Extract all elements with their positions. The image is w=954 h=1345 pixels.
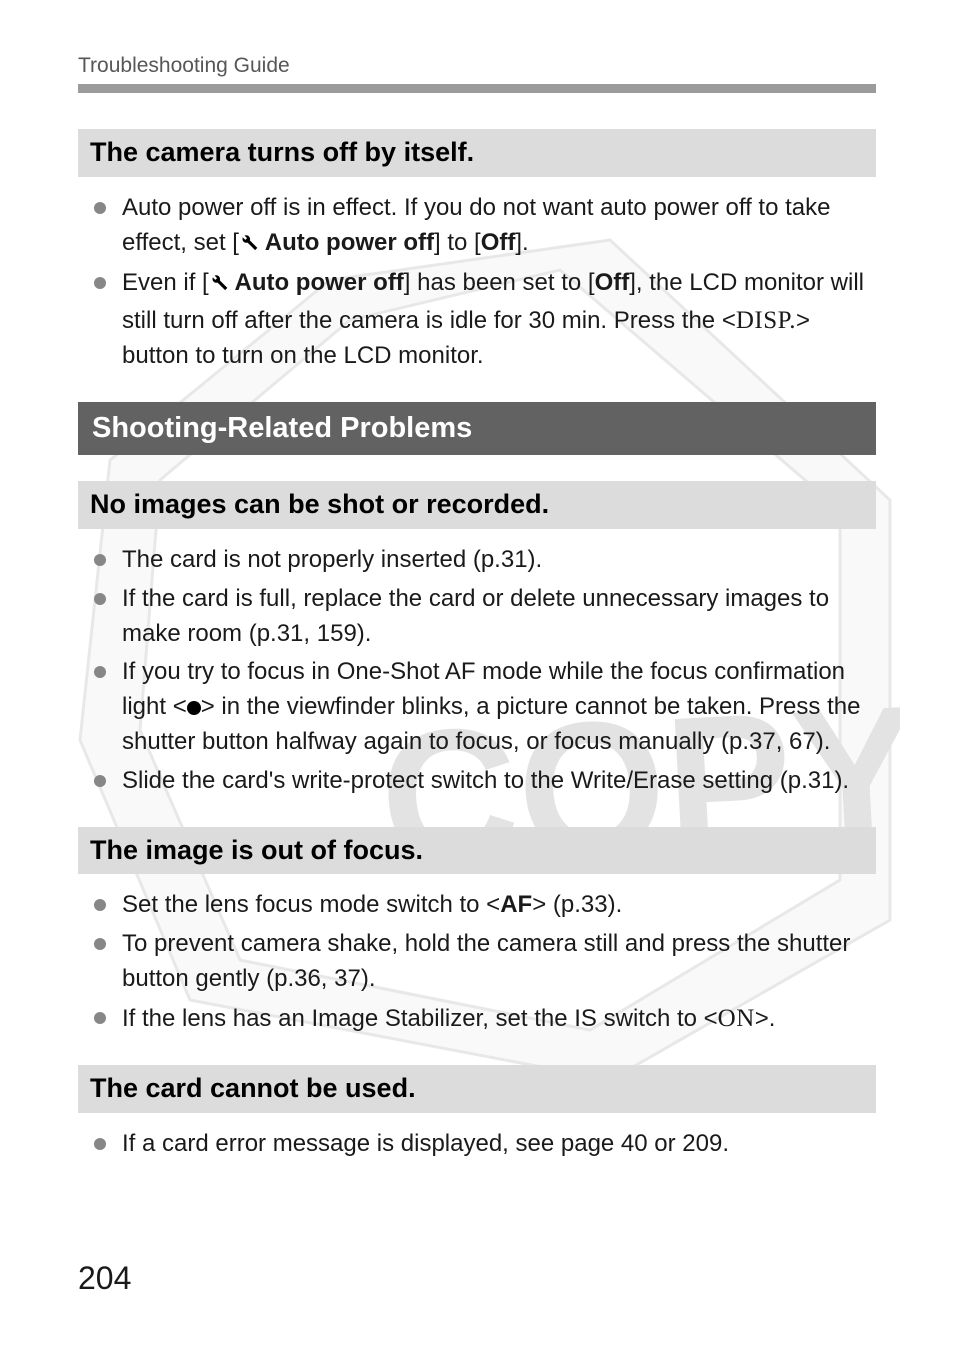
- header-divider: [78, 84, 876, 93]
- list-item: If the lens has an Image Stabilizer, set…: [122, 1001, 876, 1037]
- running-head: Troubleshooting Guide: [78, 54, 876, 78]
- list-item: Slide the card's write-protect switch to…: [122, 764, 876, 799]
- bullet-list: If a card error message is displayed, se…: [78, 1127, 876, 1162]
- bullet-list: Auto power off is in effect. If you do n…: [78, 191, 876, 374]
- list-item: Set the lens focus mode switch to <AF> (…: [122, 888, 876, 923]
- list-item: The card is not properly inserted (p.31)…: [122, 543, 876, 578]
- bullet-list: Set the lens focus mode switch to <AF> (…: [78, 888, 876, 1037]
- list-item: To prevent camera shake, hold the camera…: [122, 927, 876, 997]
- section-shooting-problems: Shooting-Related Problems: [78, 402, 876, 455]
- wrench-icon: [239, 228, 259, 263]
- bullet-list: The card is not properly inserted (p.31)…: [78, 543, 876, 799]
- list-item: If a card error message is displayed, se…: [122, 1127, 876, 1162]
- topic-no-images: No images can be shot or recorded.: [78, 481, 876, 529]
- list-item: Even if [ Auto power off] has been set t…: [122, 266, 876, 374]
- topic-out-of-focus: The image is out of focus.: [78, 827, 876, 875]
- list-item: If the card is full, replace the card or…: [122, 582, 876, 652]
- topic-card-cannot-be-used: The card cannot be used.: [78, 1065, 876, 1113]
- page-number: 204: [78, 1260, 131, 1297]
- focus-dot-icon: [187, 701, 201, 715]
- list-item: Auto power off is in effect. If you do n…: [122, 191, 876, 263]
- list-item: If you try to focus in One-Shot AF mode …: [122, 655, 876, 759]
- disp-label: DISP.: [736, 307, 796, 334]
- on-label: ON: [718, 1005, 755, 1032]
- topic-camera-turns-off: The camera turns off by itself.: [78, 129, 876, 177]
- wrench-icon: [209, 268, 229, 303]
